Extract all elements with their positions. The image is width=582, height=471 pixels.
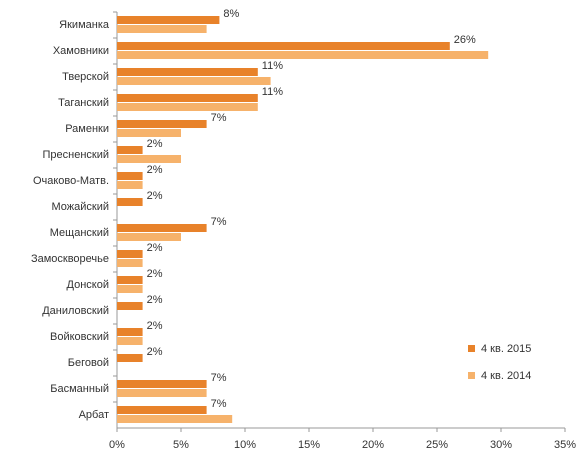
value-label: 2% <box>147 320 163 332</box>
y-tick-label: Войковский <box>50 331 109 343</box>
bar <box>117 302 143 310</box>
y-tick-label: Хамовники <box>53 45 109 57</box>
bar <box>117 415 233 423</box>
value-label: 7% <box>211 398 227 410</box>
x-tick-label: 25% <box>426 439 448 451</box>
bar <box>117 224 207 232</box>
bar <box>117 276 143 284</box>
bar <box>117 155 181 163</box>
legend-swatch <box>468 372 475 379</box>
bar <box>117 285 143 293</box>
x-tick-label: 30% <box>490 439 512 451</box>
legend-swatch <box>468 345 475 352</box>
value-label: 11% <box>262 60 283 72</box>
value-label: 7% <box>211 372 227 384</box>
value-label: 2% <box>147 294 163 306</box>
x-tick-label: 35% <box>554 439 576 451</box>
value-label: 2% <box>147 164 163 176</box>
bar <box>117 250 143 258</box>
value-label: 2% <box>147 346 163 358</box>
legend-label: 4 кв. 2015 <box>481 343 531 355</box>
y-tick-label: Басманный <box>50 383 109 395</box>
value-label: 2% <box>147 190 163 202</box>
x-tick-label: 5% <box>173 439 189 451</box>
value-label: 26% <box>454 34 476 46</box>
bar <box>117 25 207 33</box>
bar <box>117 103 258 111</box>
y-tick-label: Можайский <box>51 201 109 213</box>
bar <box>117 129 181 137</box>
x-tick-label: 20% <box>362 439 384 451</box>
bar <box>117 328 143 336</box>
bar <box>117 16 220 24</box>
bar <box>117 259 143 267</box>
y-tick-label: Якиманка <box>59 19 110 31</box>
bar <box>117 42 450 50</box>
y-tick-label: Замоскворечье <box>31 253 109 265</box>
y-tick-label: Тверской <box>62 71 109 83</box>
bar <box>117 233 181 241</box>
y-tick-label: Очаково-Матв. <box>33 175 109 187</box>
y-tick-label: Донской <box>67 279 109 291</box>
bar <box>117 181 143 189</box>
y-tick-label: Арбат <box>79 409 109 421</box>
bar <box>117 172 143 180</box>
value-label: 7% <box>211 112 227 124</box>
y-tick-label: Таганский <box>58 97 109 109</box>
y-tick-label: Раменки <box>65 123 109 135</box>
x-tick-label: 10% <box>234 439 256 451</box>
bar <box>117 380 207 388</box>
bar <box>117 389 207 397</box>
value-label: 8% <box>223 8 239 20</box>
bar <box>117 120 207 128</box>
value-label: 2% <box>147 138 163 150</box>
bar <box>117 94 258 102</box>
x-tick-label: 15% <box>298 439 320 451</box>
y-tick-label: Мещанский <box>50 227 109 239</box>
y-tick-label: Пресненский <box>42 149 109 161</box>
value-label: 2% <box>147 242 163 254</box>
bar <box>117 68 258 76</box>
value-label: 11% <box>262 86 283 98</box>
bar <box>117 77 271 85</box>
bar <box>117 146 143 154</box>
legend-label: 4 кв. 2014 <box>481 370 531 382</box>
value-label: 7% <box>211 216 227 228</box>
bar <box>117 406 207 414</box>
bar <box>117 198 143 206</box>
y-tick-label: Беговой <box>68 357 109 369</box>
bar <box>117 337 143 345</box>
value-label: 2% <box>147 268 163 280</box>
x-tick-label: 0% <box>109 439 125 451</box>
bar <box>117 354 143 362</box>
bar <box>117 51 489 59</box>
y-tick-label: Даниловский <box>42 305 109 317</box>
